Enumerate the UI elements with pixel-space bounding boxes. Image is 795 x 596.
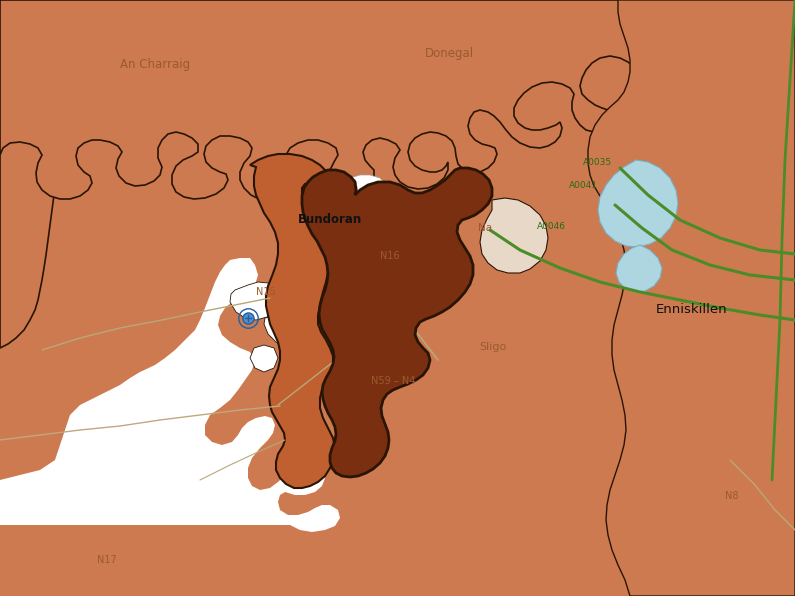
Text: Sligo: Sligo bbox=[479, 342, 506, 352]
Text: Enniskillen: Enniskillen bbox=[656, 303, 727, 316]
Text: Na: Na bbox=[478, 223, 492, 232]
Polygon shape bbox=[230, 282, 278, 320]
Text: A0046: A0046 bbox=[537, 222, 566, 231]
Polygon shape bbox=[588, 0, 795, 596]
Polygon shape bbox=[616, 245, 662, 292]
Text: Bundoran: Bundoran bbox=[298, 213, 362, 226]
Text: N17: N17 bbox=[98, 555, 117, 565]
Polygon shape bbox=[480, 198, 548, 273]
Polygon shape bbox=[0, 0, 340, 532]
Polygon shape bbox=[250, 154, 335, 488]
Text: N16: N16 bbox=[380, 252, 399, 261]
Polygon shape bbox=[0, 270, 795, 596]
Polygon shape bbox=[250, 345, 278, 372]
Text: A0035: A0035 bbox=[584, 157, 612, 167]
Polygon shape bbox=[302, 168, 492, 477]
Text: Donegal: Donegal bbox=[425, 47, 474, 60]
Polygon shape bbox=[0, 0, 762, 202]
Text: A0041: A0041 bbox=[569, 181, 598, 191]
Text: N8: N8 bbox=[725, 491, 738, 501]
Polygon shape bbox=[264, 315, 306, 348]
Text: An Charraig: An Charraig bbox=[120, 58, 190, 71]
Text: N15: N15 bbox=[257, 287, 276, 297]
Polygon shape bbox=[598, 160, 678, 247]
Text: N59 – N4: N59 – N4 bbox=[371, 377, 416, 386]
Polygon shape bbox=[346, 175, 388, 213]
Polygon shape bbox=[0, 0, 365, 348]
